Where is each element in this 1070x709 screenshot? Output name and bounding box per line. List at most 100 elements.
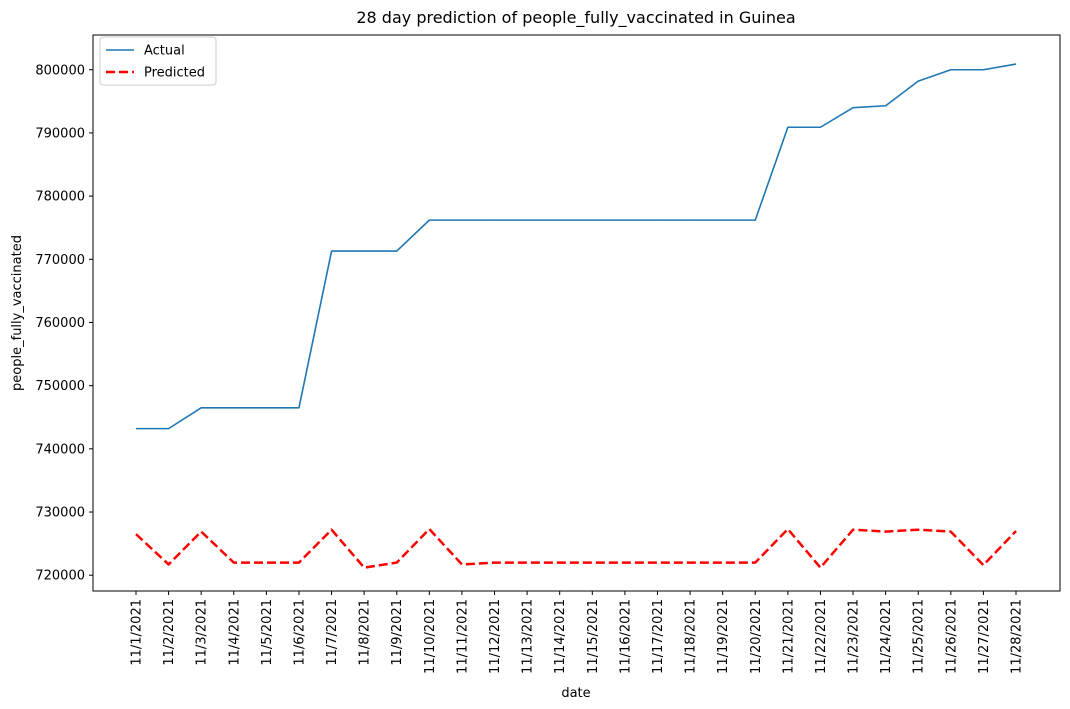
y-tick-label: 750000	[35, 379, 85, 394]
data-point-predicted	[787, 528, 789, 530]
data-point-predicted	[167, 563, 169, 565]
x-tick-label: 11/27/2021	[977, 599, 992, 674]
plot-area	[92, 34, 1061, 592]
data-point-predicted	[591, 561, 593, 563]
data-point-actual	[461, 219, 463, 221]
data-point-actual	[559, 219, 561, 221]
data-point-actual	[200, 407, 202, 409]
data-point-actual	[917, 80, 919, 82]
data-point-actual	[1015, 63, 1017, 65]
x-tick-label: 11/13/2021	[521, 599, 536, 674]
x-tick-label: 11/5/2021	[260, 599, 275, 666]
x-tick-label: 11/10/2021	[423, 599, 438, 674]
data-point-predicted	[917, 529, 919, 531]
data-point-actual	[624, 219, 626, 221]
data-point-predicted	[233, 561, 235, 563]
data-point-actual	[396, 250, 398, 252]
data-point-actual	[721, 219, 723, 221]
x-tick-label: 11/9/2021	[390, 599, 405, 666]
data-point-predicted	[200, 530, 202, 532]
x-tick-label: 11/12/2021	[488, 599, 503, 674]
data-point-actual	[950, 69, 952, 71]
x-tick-label: 11/17/2021	[651, 599, 666, 674]
y-tick-label: 740000	[35, 442, 85, 457]
x-tick-label: 11/25/2021	[912, 599, 927, 674]
x-tick-label: 11/1/2021	[130, 599, 145, 666]
data-point-actual	[787, 126, 789, 128]
x-axis: 11/1/2021 11/2/2021 11/3/2021 11/4/2021 11/5…	[130, 591, 1025, 674]
data-point-predicted	[982, 564, 984, 566]
y-tick-label: 720000	[35, 569, 85, 584]
data-point-predicted	[884, 530, 886, 532]
data-point-actual	[330, 250, 332, 252]
x-tick-label: 11/21/2021	[781, 599, 796, 674]
data-point-actual	[819, 126, 821, 128]
legend-box	[99, 36, 217, 86]
data-point-actual	[852, 106, 854, 108]
data-point-actual	[754, 219, 756, 221]
data-point-actual	[884, 105, 886, 107]
series-line-actual	[136, 63, 1017, 430]
chart-title: 28 day prediction of people_fully_vaccin…	[356, 8, 795, 28]
data-point-predicted	[428, 528, 430, 530]
y-tick-label: 800000	[35, 63, 85, 78]
data-point-predicted	[721, 561, 723, 563]
data-point-predicted	[852, 529, 854, 531]
legend-label-predicted: Predicted	[144, 66, 205, 81]
legend: Actual Predicted	[99, 36, 217, 86]
data-point-predicted	[624, 561, 626, 563]
x-tick-label: 11/26/2021	[944, 599, 959, 674]
data-point-actual	[493, 219, 495, 221]
y-axis: 720000 730000 740000 750000 760000 770000 7800…	[35, 63, 93, 584]
series-line-predicted	[135, 527, 1017, 569]
data-point-actual	[428, 219, 430, 221]
series-layer	[135, 63, 1017, 569]
x-tick-label: 11/15/2021	[586, 599, 601, 674]
data-point-actual	[526, 219, 528, 221]
data-point-predicted	[689, 561, 691, 563]
x-tick-label: 11/7/2021	[325, 599, 340, 666]
y-tick-label: 770000	[35, 253, 85, 268]
x-tick-label: 11/23/2021	[847, 599, 862, 674]
data-point-actual	[591, 219, 593, 221]
y-tick-label: 760000	[35, 316, 85, 331]
y-tick-label: 730000	[35, 506, 85, 521]
data-point-predicted	[656, 561, 658, 563]
data-point-predicted	[135, 533, 137, 535]
x-tick-label: 11/19/2021	[716, 599, 731, 674]
data-point-predicted	[265, 561, 267, 563]
data-point-predicted	[1015, 530, 1017, 532]
x-tick-label: 11/2/2021	[162, 599, 177, 666]
y-axis-label: people_fully_vaccinated	[10, 235, 25, 391]
x-tick-label: 11/24/2021	[879, 599, 894, 674]
data-point-predicted	[559, 561, 561, 563]
x-tick-label: 11/3/2021	[195, 599, 210, 666]
y-tick-label: 790000	[35, 126, 85, 141]
data-point-actual	[298, 407, 300, 409]
data-point-predicted	[396, 561, 398, 563]
data-point-actual	[982, 69, 984, 71]
x-tick-label: 11/11/2021	[455, 599, 470, 674]
data-point-predicted	[526, 561, 528, 563]
x-tick-label: 11/20/2021	[749, 599, 764, 674]
data-point-predicted	[298, 561, 300, 563]
data-point-actual	[167, 427, 169, 429]
legend-label-actual: Actual	[144, 44, 185, 59]
data-point-actual	[656, 219, 658, 221]
data-point-actual	[233, 407, 235, 409]
data-point-predicted	[493, 561, 495, 563]
data-point-actual	[265, 407, 267, 409]
data-point-actual	[363, 250, 365, 252]
data-point-predicted	[819, 566, 821, 568]
x-tick-label: 11/14/2021	[553, 599, 568, 674]
x-axis-label: date	[561, 686, 590, 701]
x-tick-label: 11/6/2021	[292, 599, 307, 666]
x-tick-label: 11/22/2021	[814, 599, 829, 674]
x-tick-label: 11/28/2021	[1010, 599, 1025, 674]
data-point-predicted	[754, 561, 756, 563]
data-point-actual	[689, 219, 691, 221]
x-tick-label: 11/4/2021	[227, 599, 242, 666]
data-point-predicted	[950, 530, 952, 532]
data-point-predicted	[461, 563, 463, 565]
